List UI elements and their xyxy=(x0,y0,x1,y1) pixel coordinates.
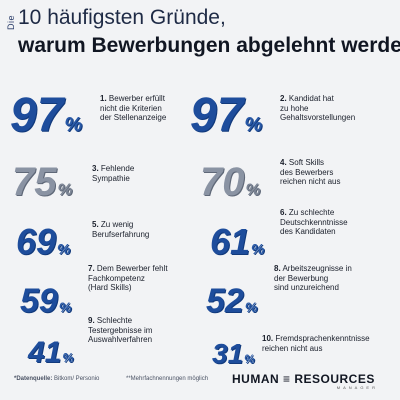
reason-line: (Hard Skills) xyxy=(88,283,132,292)
page-title-line2: warum Bewerbungen abgelehnt werden xyxy=(18,34,400,57)
data-source-label: *Datenquelle: xyxy=(14,376,53,382)
percent-sign: % xyxy=(244,300,258,316)
reason-line: Dem Bewerber fehlt xyxy=(96,264,168,273)
reason-line: Zu schlechte xyxy=(288,208,335,217)
reason-line: reichen nicht aus xyxy=(262,343,323,353)
reason-line: Bewerber erfüllt xyxy=(108,94,165,103)
percentage-value: 69% xyxy=(16,224,70,260)
percentage-value: 97% xyxy=(10,92,82,140)
reason-item-10: 31% 10. Fremdsprachenkenntnisse reichen … xyxy=(212,306,400,368)
reason-item-3: 75% 3. Fehlende Sympathie xyxy=(12,140,207,202)
percentage-value: 41% xyxy=(28,338,74,368)
percentage-number: 97 xyxy=(190,89,244,142)
percent-sign: % xyxy=(245,180,261,199)
percentage-number: 70 xyxy=(200,160,245,204)
reason-item-2: 97% 2. Kandidat hat zu hohe Gehaltsvorst… xyxy=(190,78,385,140)
reason-description: 3. Fehlende Sympathie xyxy=(92,164,134,183)
reason-description: 10. Fremdsprachenkenntnisse reichen nich… xyxy=(262,334,370,353)
reason-description: 7. Dem Bewerber fehlt Fachkompetenz (Har… xyxy=(88,264,168,293)
reason-line: Auswahlverfahren xyxy=(88,335,153,344)
percentage-number: 97 xyxy=(10,89,64,142)
reason-description: 6. Zu schlechte Deutschkenntnisse des Ka… xyxy=(280,208,348,237)
logo-main-text: HUMAN ≡ RESOURCES xyxy=(232,372,375,386)
reason-description: 1. Bewerber erfüllt nicht die Kriterien … xyxy=(100,94,166,123)
percent-sign: % xyxy=(58,300,72,316)
reason-item-9: 41% 9. Schlechte Testergebnisse im Auswa… xyxy=(28,306,223,368)
reason-line: reichen nicht aus xyxy=(280,177,341,186)
reason-number: 9. xyxy=(88,316,95,325)
percentage-value: 97% xyxy=(190,92,262,140)
percent-sign: % xyxy=(244,353,255,366)
reason-line: Deutschkenntnisse xyxy=(280,217,348,227)
reason-number: 8. xyxy=(274,264,281,273)
reason-line: Zu wenig xyxy=(100,220,134,229)
reason-number: 1. xyxy=(100,94,107,103)
percentage-value: 75% xyxy=(12,162,72,202)
reason-number: 10. xyxy=(262,334,274,343)
reason-description: 2. Kandidat hat zu hohe Gehaltsvorstellu… xyxy=(280,94,355,123)
percentage-number: 31 xyxy=(212,338,244,369)
percentage-number: 59 xyxy=(20,282,58,320)
reason-line: Arbeitszeugnisse in xyxy=(282,264,352,273)
reason-line: Sympathie xyxy=(92,173,130,183)
reason-line: des Bewerbers xyxy=(280,167,334,177)
reason-number: 5. xyxy=(92,220,99,229)
percentage-number: 75 xyxy=(12,160,57,204)
reason-item-8: 52% 8. Arbeitszeugnisse in der Bewerbung… xyxy=(206,256,400,318)
reason-line: Gehaltsvorstellungen xyxy=(280,113,356,122)
percentage-number: 52 xyxy=(206,282,244,320)
page-title-line1: 10 häufigsten Gründe, xyxy=(18,6,226,29)
reason-number: 3. xyxy=(92,164,99,173)
reason-line: Schlechte xyxy=(96,316,133,325)
percent-sign: % xyxy=(62,351,74,365)
percent-sign: % xyxy=(244,114,263,136)
percentage-value: 59% xyxy=(20,284,72,318)
reason-line: Kandidat hat xyxy=(288,94,334,103)
percentage-value: 61% xyxy=(210,224,264,260)
reason-line: Berufserfahrung xyxy=(92,229,150,239)
reason-item-6: 61% 6. Zu schlechte Deutschkenntnisse de… xyxy=(210,198,400,260)
reason-item-4: 70% 4. Soft Skills des Bewerbers reichen… xyxy=(200,140,395,202)
percent-sign: % xyxy=(57,180,73,199)
data-source: *Datenquelle: Bitkom/ Personio xyxy=(14,376,99,382)
reason-line: der Stellenanzeige xyxy=(100,113,167,122)
reason-description: 9. Schlechte Testergebnisse im Auswahlve… xyxy=(88,316,152,345)
reason-line: Testergebnisse im xyxy=(88,325,153,335)
reason-item-7: 59% 7. Dem Bewerber fehlt Fachkompetenz … xyxy=(20,256,215,318)
reason-number: 2. xyxy=(280,94,287,103)
percent-sign: % xyxy=(57,241,71,258)
footnote: **Mehrfachnennungen möglich xyxy=(126,376,209,382)
reason-item-5: 69% 5. Zu wenig Berufserfahrung xyxy=(16,198,211,260)
reason-line: zu hohe xyxy=(280,103,309,113)
percentage-number: 61 xyxy=(210,221,251,262)
reason-line: sind unzureichend xyxy=(274,283,339,292)
percentage-number: 69 xyxy=(16,221,57,262)
percentage-number: 41 xyxy=(28,336,62,369)
reason-description: 8. Arbeitszeugnisse in der Bewerbung sin… xyxy=(274,264,352,293)
data-source-value: Bitkom/ Personio xyxy=(54,376,100,382)
reason-line: Fehlende xyxy=(100,164,135,173)
reason-description: 4. Soft Skills des Bewerbers reichen nic… xyxy=(280,158,340,187)
percentage-value: 52% xyxy=(206,284,258,318)
reason-line: nicht die Kriterien xyxy=(100,103,162,113)
reason-line: Fremdsprachenkenntnisse xyxy=(275,334,370,343)
reason-description: 5. Zu wenig Berufserfahrung xyxy=(92,220,149,239)
brand-logo: HUMAN ≡ RESOURCES MANAGER xyxy=(232,372,378,390)
percent-sign: % xyxy=(251,241,265,258)
reason-line: des Kandidaten xyxy=(280,227,336,236)
reason-number: 4. xyxy=(280,158,287,167)
percentage-value: 31% xyxy=(212,340,255,368)
logo-sub-text: MANAGER xyxy=(336,385,378,390)
reason-item-1: 97% 1. Bewerber erfüllt nicht die Kriter… xyxy=(10,78,205,140)
header-prefix: Die xyxy=(6,14,16,30)
percent-sign: % xyxy=(64,114,83,136)
reason-line: Soft Skills xyxy=(288,158,325,167)
reason-number: 6. xyxy=(280,208,287,217)
reason-line: der Bewerbung xyxy=(274,273,329,283)
reason-line: Fachkompetenz xyxy=(88,273,145,283)
percentage-value: 70% xyxy=(200,162,260,202)
reason-number: 7. xyxy=(88,264,95,273)
